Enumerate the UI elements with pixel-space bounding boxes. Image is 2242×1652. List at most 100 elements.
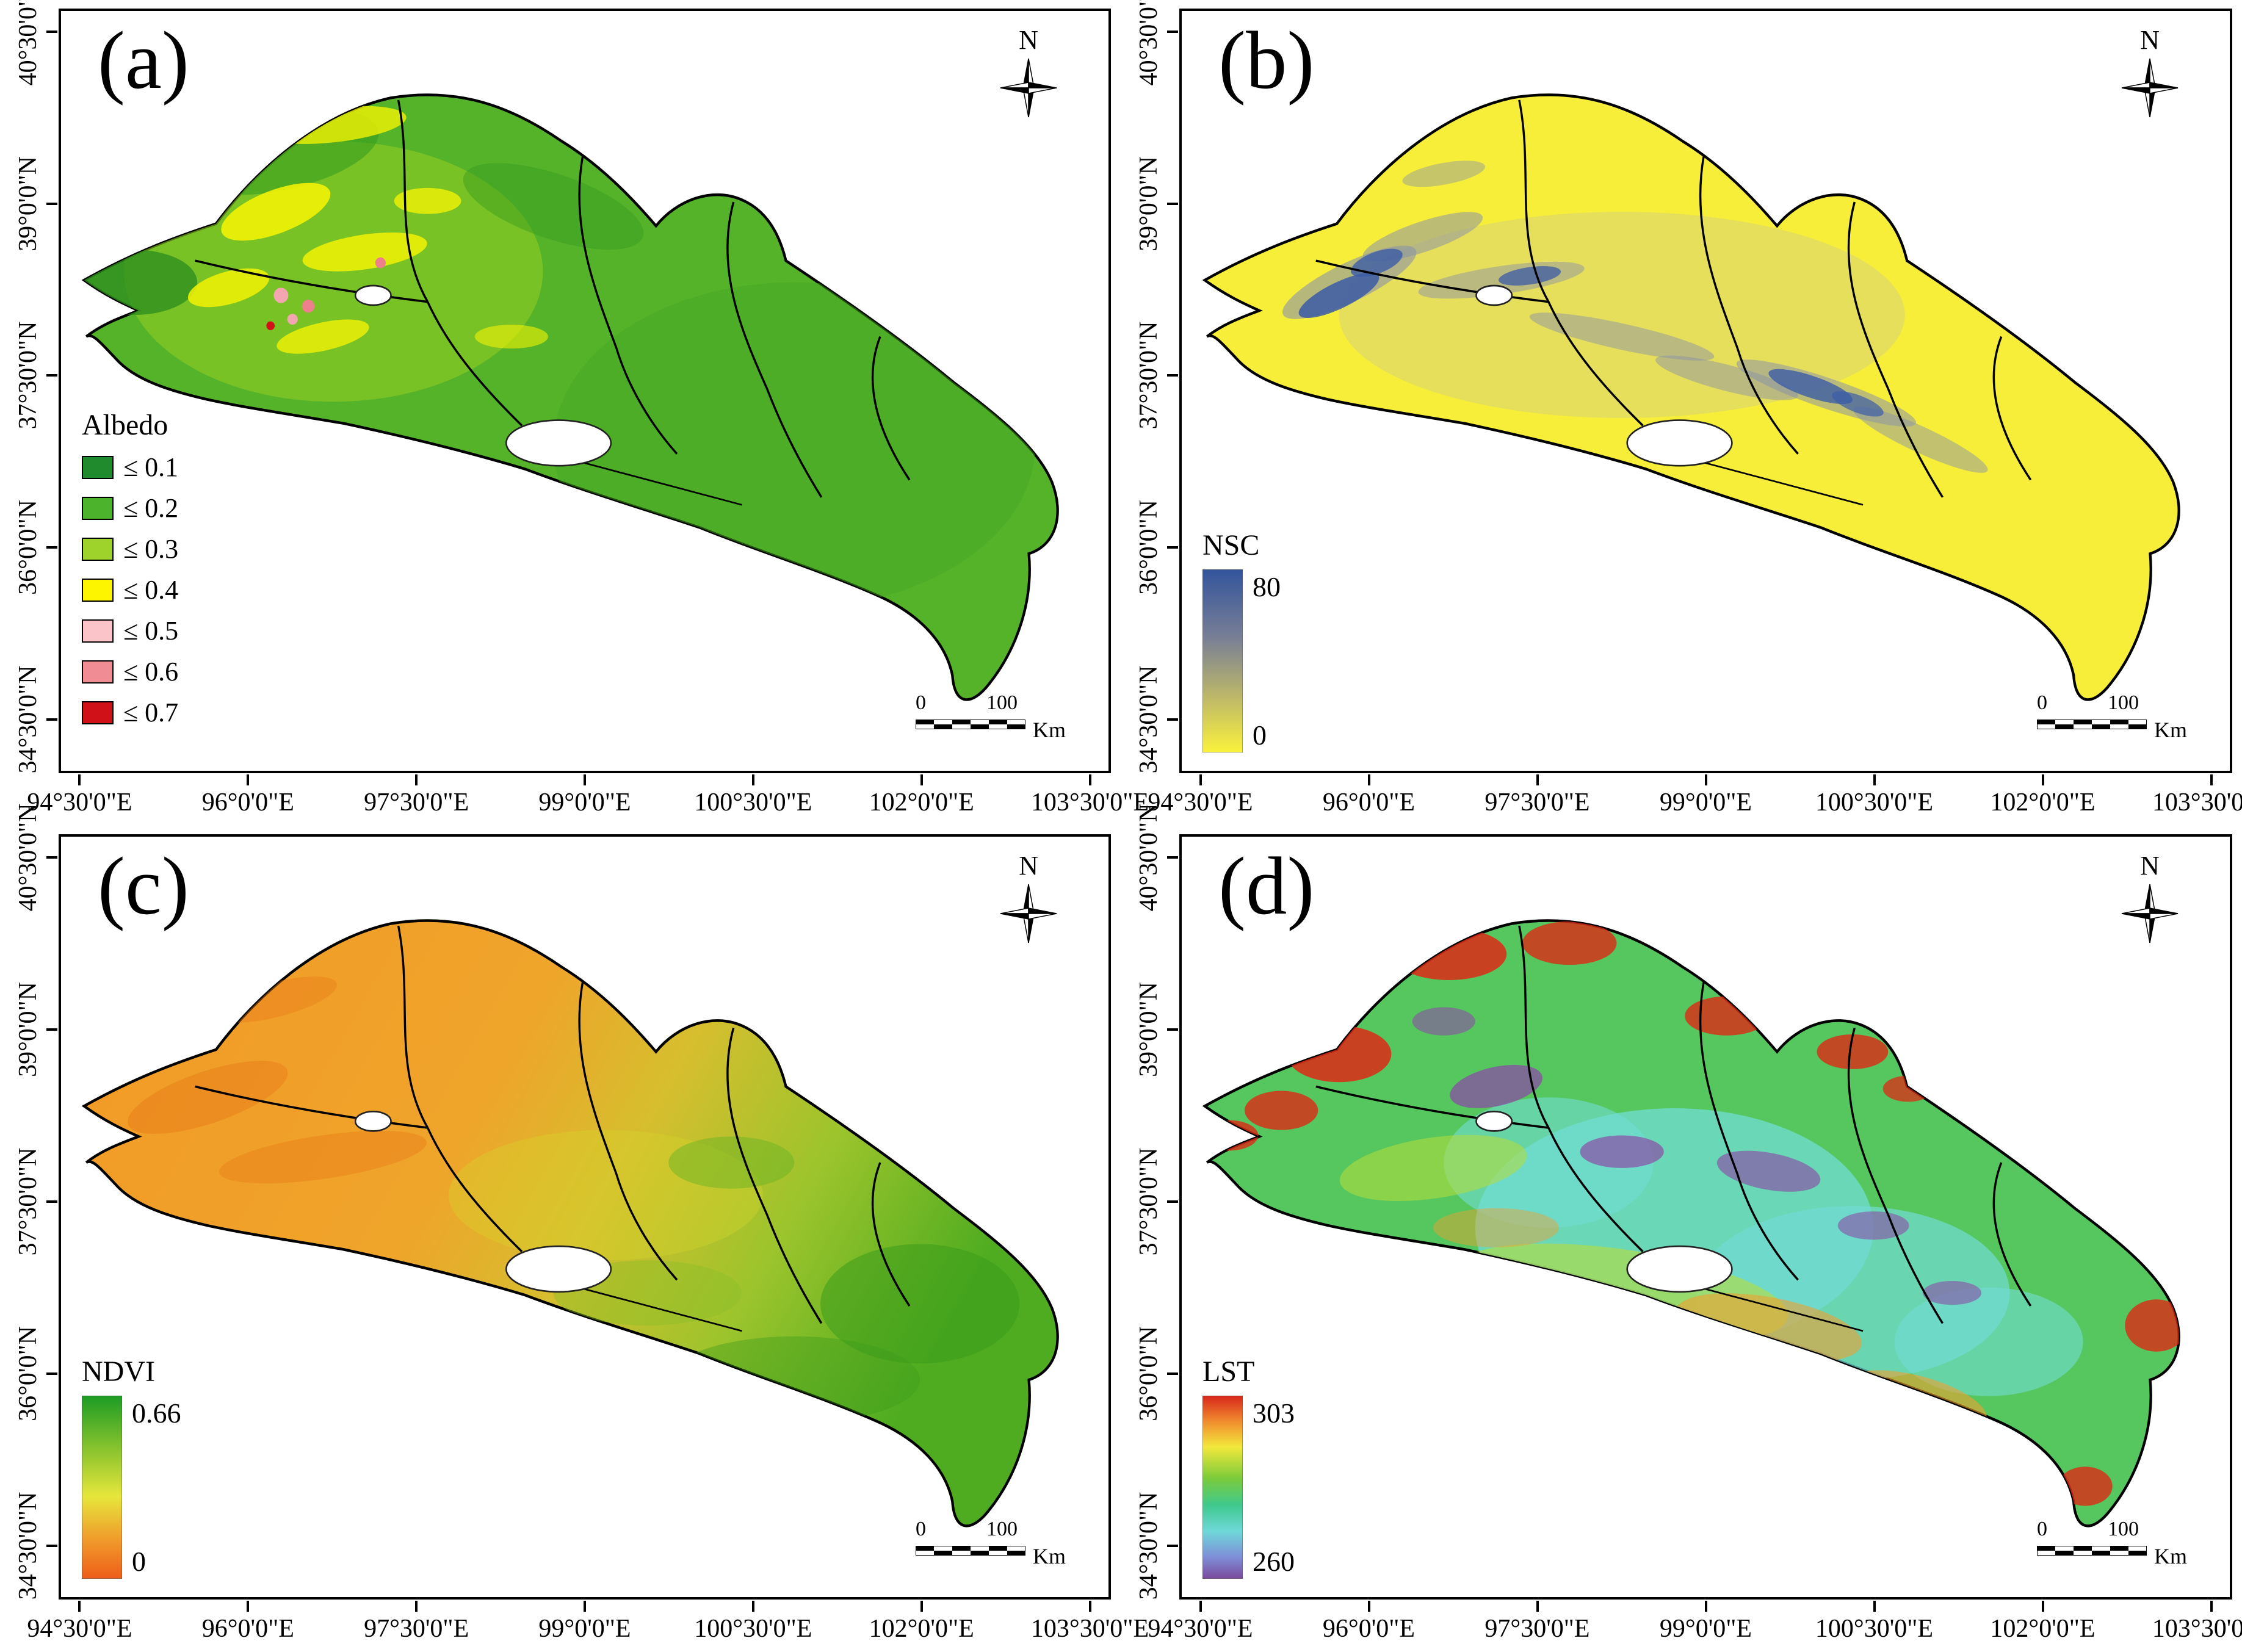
lat-tick xyxy=(46,718,57,721)
lat-label: 39°0'0"N xyxy=(14,156,42,251)
lat-label: 37°30'0"N xyxy=(1135,1147,1163,1256)
legend-title: LST xyxy=(1202,1355,1255,1388)
lon-tick xyxy=(2041,774,2044,785)
lat-tick xyxy=(1167,718,1178,721)
lat-tick xyxy=(1167,30,1178,33)
lon-label: 100°30'0"E xyxy=(694,1615,812,1643)
lon-tick xyxy=(2210,1601,2213,1612)
lat-tick xyxy=(46,1545,57,1548)
scalebar-zero: 0 xyxy=(916,691,926,714)
scalebar: 0 100 Km xyxy=(916,1518,1074,1573)
legend-swatch xyxy=(82,455,114,479)
lon-tick xyxy=(415,774,418,785)
albedo-map xyxy=(61,11,1108,771)
lat-tick xyxy=(46,30,57,33)
gradient-bar xyxy=(1202,569,1243,752)
lon-tick xyxy=(78,1601,81,1612)
scalebar-bar xyxy=(2037,1546,2147,1556)
lat-label: 34°30'0"N xyxy=(14,665,42,774)
lon-label: 99°0'0"E xyxy=(1659,1615,1752,1643)
legend-row: ≤ 0.7 xyxy=(82,697,178,728)
lat-label: 37°30'0"N xyxy=(14,322,42,430)
lat-axis: 40°30'0"N 39°0'0"N 37°30'0"N 36°0'0"N 34… xyxy=(1121,0,1179,774)
scalebar-unit: Km xyxy=(2154,718,2187,742)
lon-axis: 94°30'0"E 96°0'0"E 97°30'0"E 99°0'0"E 10… xyxy=(1148,1600,2242,1652)
panel-label-b: (b) xyxy=(1218,15,1315,106)
scalebar-zero: 0 xyxy=(2037,691,2047,714)
lon-tick xyxy=(920,1601,923,1612)
lakes xyxy=(1475,1111,1864,1332)
lat-tick xyxy=(1167,374,1178,377)
lat-tick xyxy=(46,546,57,549)
map-frame-lst: (d) N LST xyxy=(1179,834,2232,1600)
subbasin-boundaries xyxy=(1315,925,2032,1324)
lon-tick xyxy=(247,774,250,785)
gradient-max: 80 xyxy=(1253,571,1281,602)
lon-tick xyxy=(2210,774,2213,785)
nsc-legend: NSC 80 xyxy=(1202,528,1281,752)
scalebar-bar xyxy=(916,720,1025,729)
lon-tick xyxy=(2041,1601,2044,1612)
lakes xyxy=(354,1111,742,1332)
lon-label: 102°0'0"E xyxy=(869,788,974,817)
lat-label: 34°30'0"N xyxy=(14,1491,42,1600)
lat-label: 39°0'0"N xyxy=(1135,981,1163,1077)
scalebar-zero: 0 xyxy=(916,1518,926,1540)
scalebar-hundred: 100 xyxy=(986,1518,1018,1540)
scalebar-bar xyxy=(2037,720,2147,729)
lat-label: 36°0'0"N xyxy=(14,1326,42,1421)
compass: N xyxy=(2110,27,2190,123)
lat-tick xyxy=(46,856,57,859)
panel-label-a: (a) xyxy=(98,15,189,106)
map-frame-albedo: (a) N Albedo ≤ 0.1 xyxy=(59,9,1111,773)
legend-row: ≤ 0.5 xyxy=(82,615,178,646)
legend-swatch xyxy=(82,619,114,643)
lon-label: 103°30'0"E xyxy=(1030,788,1149,817)
panel-a: 40°30'0"N 39°0'0"N 37°30'0"N 36°0'0"N 34… xyxy=(0,0,1149,826)
lon-tick xyxy=(1199,774,1202,785)
lakes xyxy=(1475,284,1864,506)
lon-label: 97°30'0"E xyxy=(1484,1615,1590,1643)
scalebar: 0 100 Km xyxy=(916,691,1074,746)
lat-label: 34°30'0"N xyxy=(1135,1491,1163,1600)
lon-tick xyxy=(1088,1601,1091,1612)
compass-n-label: N xyxy=(2140,851,2160,881)
north-arrow-icon xyxy=(1000,58,1057,118)
lon-tick xyxy=(751,1601,754,1612)
lat-tick xyxy=(46,202,57,205)
lat-tick xyxy=(1167,202,1178,205)
lat-tick xyxy=(1167,1200,1178,1203)
lat-tick xyxy=(46,1372,57,1376)
lon-label: 102°0'0"E xyxy=(1990,1615,2096,1643)
lon-label: 94°30'0"E xyxy=(1148,788,1253,817)
north-arrow-icon xyxy=(2121,58,2179,118)
lon-tick xyxy=(920,774,923,785)
legend-row: ≤ 0.6 xyxy=(82,656,178,687)
compass-n-label: N xyxy=(1019,851,1038,881)
lon-label: 103°30'0"E xyxy=(2152,1615,2242,1643)
lon-tick xyxy=(1704,1601,1707,1612)
lat-axis: 40°30'0"N 39°0'0"N 37°30'0"N 36°0'0"N 34… xyxy=(1121,803,1179,1600)
gradient-min: 0 xyxy=(132,1546,146,1577)
lat-label: 37°30'0"N xyxy=(1135,322,1163,430)
lat-tick xyxy=(1167,546,1178,549)
legend-class-label: ≤ 0.6 xyxy=(123,657,179,687)
lon-tick xyxy=(1088,774,1091,785)
lon-tick xyxy=(78,774,81,785)
lon-label: 100°30'0"E xyxy=(694,788,812,817)
scalebar-unit: Km xyxy=(2154,1544,2187,1568)
lon-label: 97°30'0"E xyxy=(1484,788,1590,817)
scalebar-hundred: 100 xyxy=(986,691,1018,714)
legend-class-label: ≤ 0.4 xyxy=(123,575,179,605)
lat-tick xyxy=(1167,1545,1178,1548)
panel-c: 40°30'0"N 39°0'0"N 37°30'0"N 36°0'0"N 34… xyxy=(0,803,1149,1652)
lon-label: 94°30'0"E xyxy=(1148,1615,1253,1643)
lst-legend: LST xyxy=(1202,1355,1295,1579)
lon-tick xyxy=(1536,1601,1539,1612)
lat-tick xyxy=(46,374,57,377)
lon-label: 96°0'0"E xyxy=(201,788,294,817)
lon-tick xyxy=(1367,774,1370,785)
subbasin-boundaries xyxy=(195,99,911,498)
lon-label: 94°30'0"E xyxy=(27,1615,132,1643)
